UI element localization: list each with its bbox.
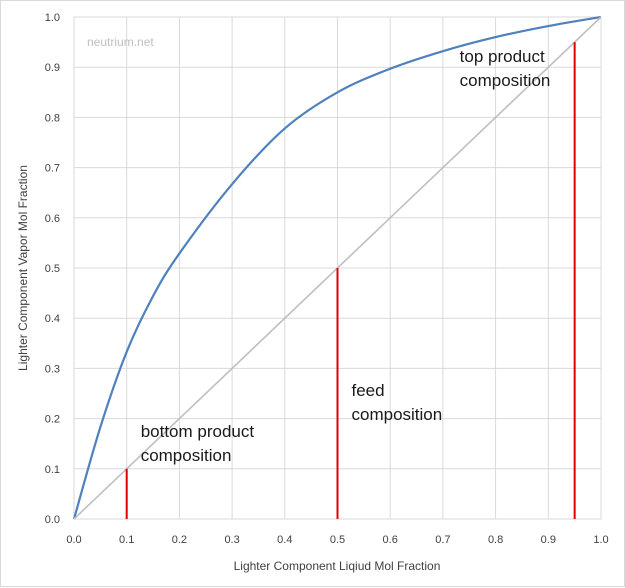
x-tick-label: 0.2 [172,534,187,546]
y-tick-label: 0.6 [45,213,60,225]
composition-label: composition [141,446,232,465]
y-tick-label: 0.9 [45,62,60,74]
y-tick-label: 0.0 [45,514,60,526]
y-tick-label: 0.8 [45,112,60,124]
x-tick-label: 0.0 [66,534,81,546]
y-tick-label: 1.0 [45,12,60,24]
y-tick-label: 0.5 [45,263,60,275]
composition-label: bottom product [141,422,255,441]
composition-label: top product [460,47,545,66]
y-axis-title: Lighter Component Vapor Mol Fraction [16,165,30,371]
x-tick-label: 0.1 [119,534,134,546]
watermark-text: neutrium.net [87,35,154,49]
y-tick-label: 0.4 [45,313,60,325]
composition-label: composition [352,405,443,424]
y-tick-label: 0.2 [45,414,60,426]
x-tick-label: 0.6 [383,534,398,546]
composition-label: feed [352,381,385,400]
x-tick-label: 0.8 [488,534,503,546]
marker-layer: bottom product composition feed composition… [125,42,576,519]
x-tick-label: 0.4 [277,534,292,546]
x-axis-title: Lighter Component Liqiud Mol Fraction [234,559,441,573]
y-tick-label: 0.1 [45,464,60,476]
tick-layer: 0.0 0.1 0.2 0.3 0.4 0.5 0.6 0.7 0.8 0.9 1.0 0.0 0.1 0… [45,12,609,546]
composition-label: composition [460,71,551,90]
y-tick-label: 0.7 [45,163,60,175]
x-tick-label: 0.7 [435,534,450,546]
x-tick-label: 0.3 [224,534,239,546]
x-tick-label: 0.9 [541,534,556,546]
x-tick-label: 1.0 [593,534,608,546]
y-tick-label: 0.3 [45,363,60,375]
equilibrium-curve-line [72,15,602,520]
x-tick-label: 0.5 [330,534,345,546]
